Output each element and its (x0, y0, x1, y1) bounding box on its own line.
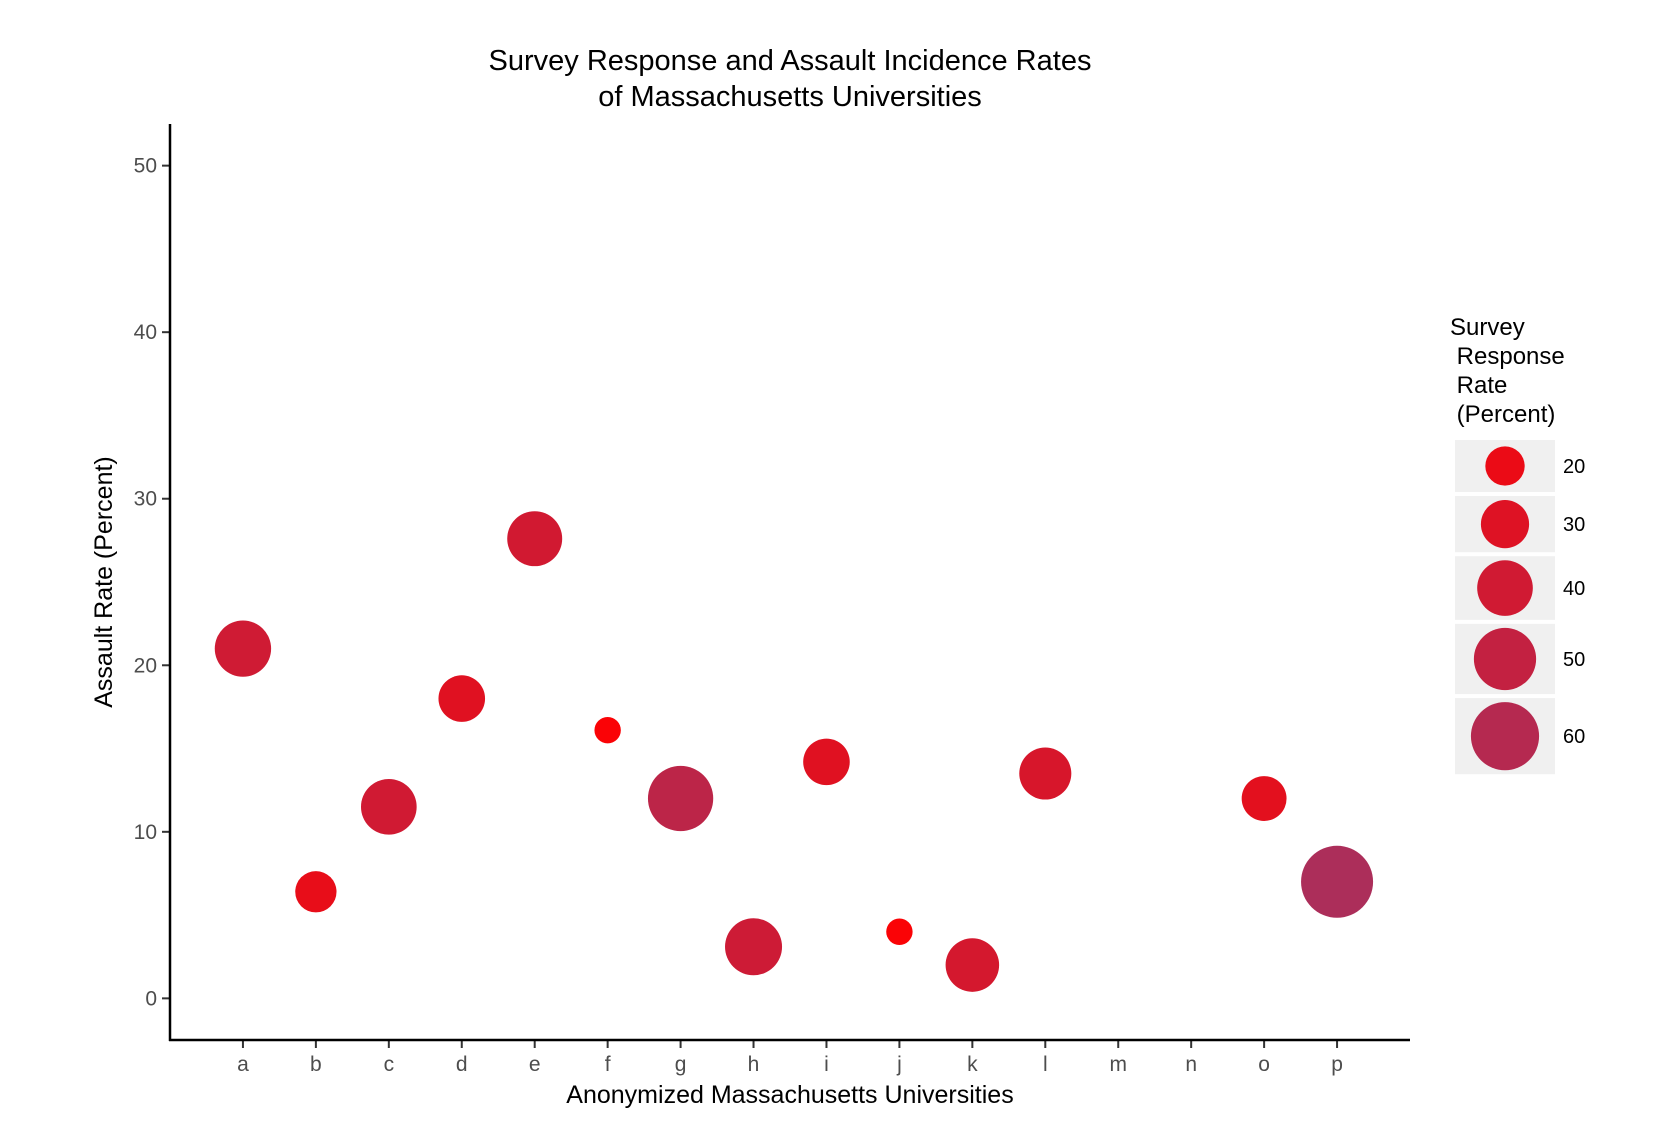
y-tick-label: 40 (134, 321, 157, 344)
legend-label-30: 30 (1563, 514, 1585, 536)
legend-label-40: 40 (1563, 578, 1585, 600)
y-tick-label: 30 (134, 488, 157, 511)
legend-label-20: 20 (1563, 456, 1585, 478)
data-points (214, 511, 1374, 992)
data-point-b (295, 871, 337, 913)
x-tick-label: i (824, 1053, 829, 1076)
x-tick-label: a (237, 1053, 249, 1076)
data-point-l (1019, 747, 1072, 800)
legend-key-50 (1473, 627, 1537, 691)
legend-label-50: 50 (1563, 649, 1585, 671)
y-tick-label: 20 (134, 654, 157, 677)
x-tick-label: p (1331, 1053, 1343, 1076)
data-point-i (803, 738, 850, 786)
legend-key-40 (1477, 560, 1533, 616)
y-tick-label: 0 (145, 987, 157, 1010)
y-tick-label: 50 (134, 155, 157, 178)
data-point-p (1301, 845, 1374, 918)
legend-title-line-4: (Percent) (1450, 401, 1555, 428)
x-tick-label: b (310, 1053, 322, 1076)
legend-key-60 (1470, 702, 1540, 771)
data-point-k (945, 938, 1000, 992)
x-tick-label: g (675, 1053, 687, 1076)
x-tick-label: l (1043, 1053, 1048, 1076)
chart-title-line-1: Survey Response and Assault Incidence Ra… (489, 45, 1092, 77)
chart-title-line-2: of Massachusetts Universities (598, 81, 982, 113)
legend-keys: 20 30 40 50 60 (1455, 440, 1585, 775)
data-point-o (1241, 776, 1287, 821)
data-point-h (725, 918, 783, 976)
data-point-f (594, 717, 621, 744)
legend-title-line-2: Response (1450, 343, 1565, 370)
legend-title: Survey Response Rate (Percent) (1450, 314, 1611, 428)
data-point-g (647, 765, 714, 832)
x-axis: a b c d e f g h i j k l m n o p (237, 1040, 1343, 1076)
y-axis: 0 10 20 30 40 50 (134, 155, 170, 1010)
data-point-e (507, 511, 563, 567)
data-point-d (438, 675, 486, 722)
data-point-j (886, 918, 913, 945)
y-axis-title: Assault Rate (Percent) (90, 456, 118, 708)
x-tick-label: f (605, 1053, 611, 1076)
data-point-a (214, 620, 272, 677)
legend-title-line-3: Rate (1450, 372, 1507, 399)
x-tick-label: n (1185, 1053, 1197, 1076)
size-legend: Survey Response Rate (Percent) 20 30 40 50 6… (1450, 314, 1611, 775)
x-tick-label: j (896, 1053, 902, 1076)
y-tick-label: 10 (134, 821, 157, 844)
x-tick-label: m (1109, 1053, 1127, 1076)
data-point-c (360, 779, 417, 835)
x-axis-title: Anonymized Massachusetts Universities (566, 1081, 1013, 1109)
x-tick-label: d (456, 1053, 468, 1076)
legend-title-line-1: Survey (1450, 314, 1525, 341)
x-tick-label: o (1258, 1053, 1270, 1076)
x-tick-label: e (529, 1053, 541, 1076)
x-tick-label: h (748, 1053, 760, 1076)
legend-key-20 (1485, 446, 1525, 486)
legend-label-60: 60 (1563, 726, 1585, 748)
x-tick-label: c (384, 1053, 395, 1076)
x-tick-label: k (967, 1053, 978, 1076)
legend-key-30 (1480, 500, 1530, 549)
